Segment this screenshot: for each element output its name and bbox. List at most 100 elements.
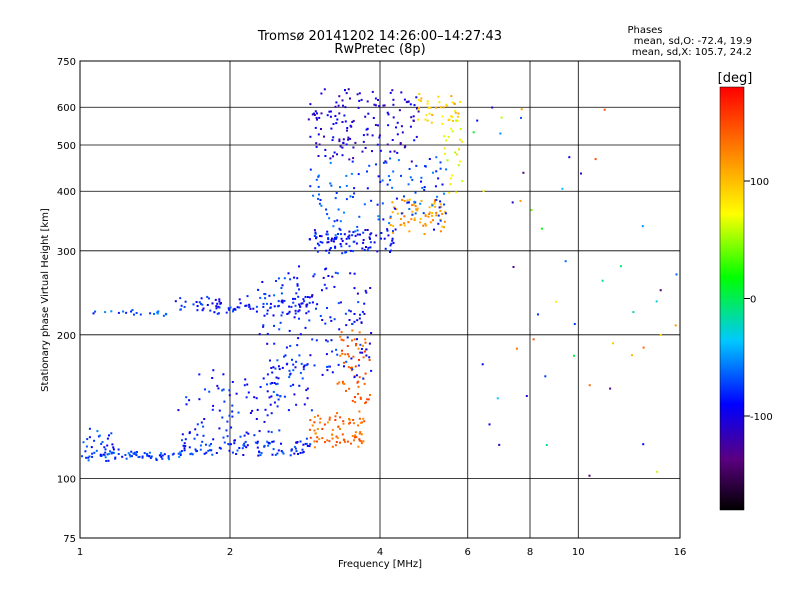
data-point <box>112 446 115 449</box>
data-point <box>276 359 279 362</box>
data-point <box>391 186 394 189</box>
data-point <box>338 140 341 143</box>
data-point <box>333 238 336 241</box>
data-point <box>392 224 395 227</box>
data-point <box>417 118 420 121</box>
data-point <box>198 301 201 304</box>
data-point <box>520 116 522 119</box>
data-point <box>295 360 298 363</box>
data-point <box>336 382 339 385</box>
data-point <box>284 354 287 357</box>
data-point <box>370 199 373 202</box>
data-point <box>215 452 218 454</box>
data-point <box>347 138 350 141</box>
data-point <box>193 437 196 440</box>
data-point <box>346 345 349 347</box>
data-point <box>130 310 133 313</box>
data-point <box>329 182 332 185</box>
data-point <box>357 173 360 176</box>
data-point <box>344 89 346 91</box>
data-point <box>428 213 431 215</box>
data-point <box>406 199 409 202</box>
data-point <box>156 312 159 315</box>
data-point <box>334 197 337 200</box>
x-axis-ticks: 1 2 4 6 8 10 16 <box>77 547 687 558</box>
data-point <box>160 456 163 458</box>
data-point <box>343 439 346 442</box>
data-point <box>288 305 291 308</box>
data-point <box>266 342 269 345</box>
data-point <box>313 416 316 418</box>
data-point <box>476 119 479 122</box>
data-point <box>385 161 388 164</box>
data-point <box>141 455 144 458</box>
data-point <box>357 347 360 350</box>
data-point <box>227 443 230 445</box>
data-point <box>110 310 113 313</box>
data-point <box>233 442 236 445</box>
data-point <box>262 305 265 308</box>
data-point <box>264 297 267 300</box>
data-point <box>345 143 348 146</box>
data-point <box>217 387 220 390</box>
data-point <box>336 437 339 439</box>
data-point <box>554 300 557 303</box>
data-point <box>148 455 151 458</box>
data-point <box>294 297 297 300</box>
data-point <box>185 403 188 406</box>
data-point <box>160 452 163 454</box>
data-point <box>306 303 309 306</box>
data-point <box>238 306 241 309</box>
data-point <box>447 135 450 138</box>
data-point <box>446 104 449 107</box>
data-point <box>307 118 310 121</box>
data-point <box>389 217 392 219</box>
data-point <box>134 452 137 455</box>
data-point <box>248 305 251 308</box>
data-point <box>225 429 228 432</box>
data-point <box>241 447 244 450</box>
data-point <box>295 292 298 295</box>
data-point <box>451 130 454 133</box>
data-point <box>106 437 109 440</box>
data-point <box>253 396 256 399</box>
data-point <box>352 196 354 198</box>
data-point <box>343 361 345 364</box>
data-point <box>228 449 231 452</box>
data-point <box>281 299 284 302</box>
data-point <box>269 359 271 362</box>
data-point <box>311 294 314 297</box>
data-point <box>522 171 525 174</box>
data-point <box>292 301 295 304</box>
data-point <box>410 160 413 163</box>
data-point <box>337 363 340 366</box>
data-point <box>417 99 420 101</box>
data-point <box>215 305 218 308</box>
data-point <box>106 453 109 456</box>
data-point <box>267 444 270 447</box>
data-point <box>338 227 341 230</box>
data-point <box>420 180 422 183</box>
data-point <box>370 369 373 372</box>
data-point <box>378 136 381 139</box>
data-point <box>328 217 331 220</box>
data-point <box>410 116 413 119</box>
data-point <box>212 438 215 441</box>
data-point <box>439 200 442 203</box>
data-point <box>359 431 362 434</box>
data-point <box>313 440 316 443</box>
data-point <box>407 183 410 186</box>
data-point <box>333 151 336 154</box>
data-point <box>384 160 387 163</box>
data-point <box>288 310 291 313</box>
data-point <box>206 295 209 298</box>
data-point <box>364 338 367 341</box>
data-point <box>87 459 90 462</box>
data-point <box>439 209 442 212</box>
data-point <box>655 300 658 303</box>
data-point <box>263 444 266 447</box>
data-point <box>141 456 144 459</box>
data-point <box>100 442 103 445</box>
data-point <box>358 410 361 413</box>
data-point <box>311 295 313 298</box>
